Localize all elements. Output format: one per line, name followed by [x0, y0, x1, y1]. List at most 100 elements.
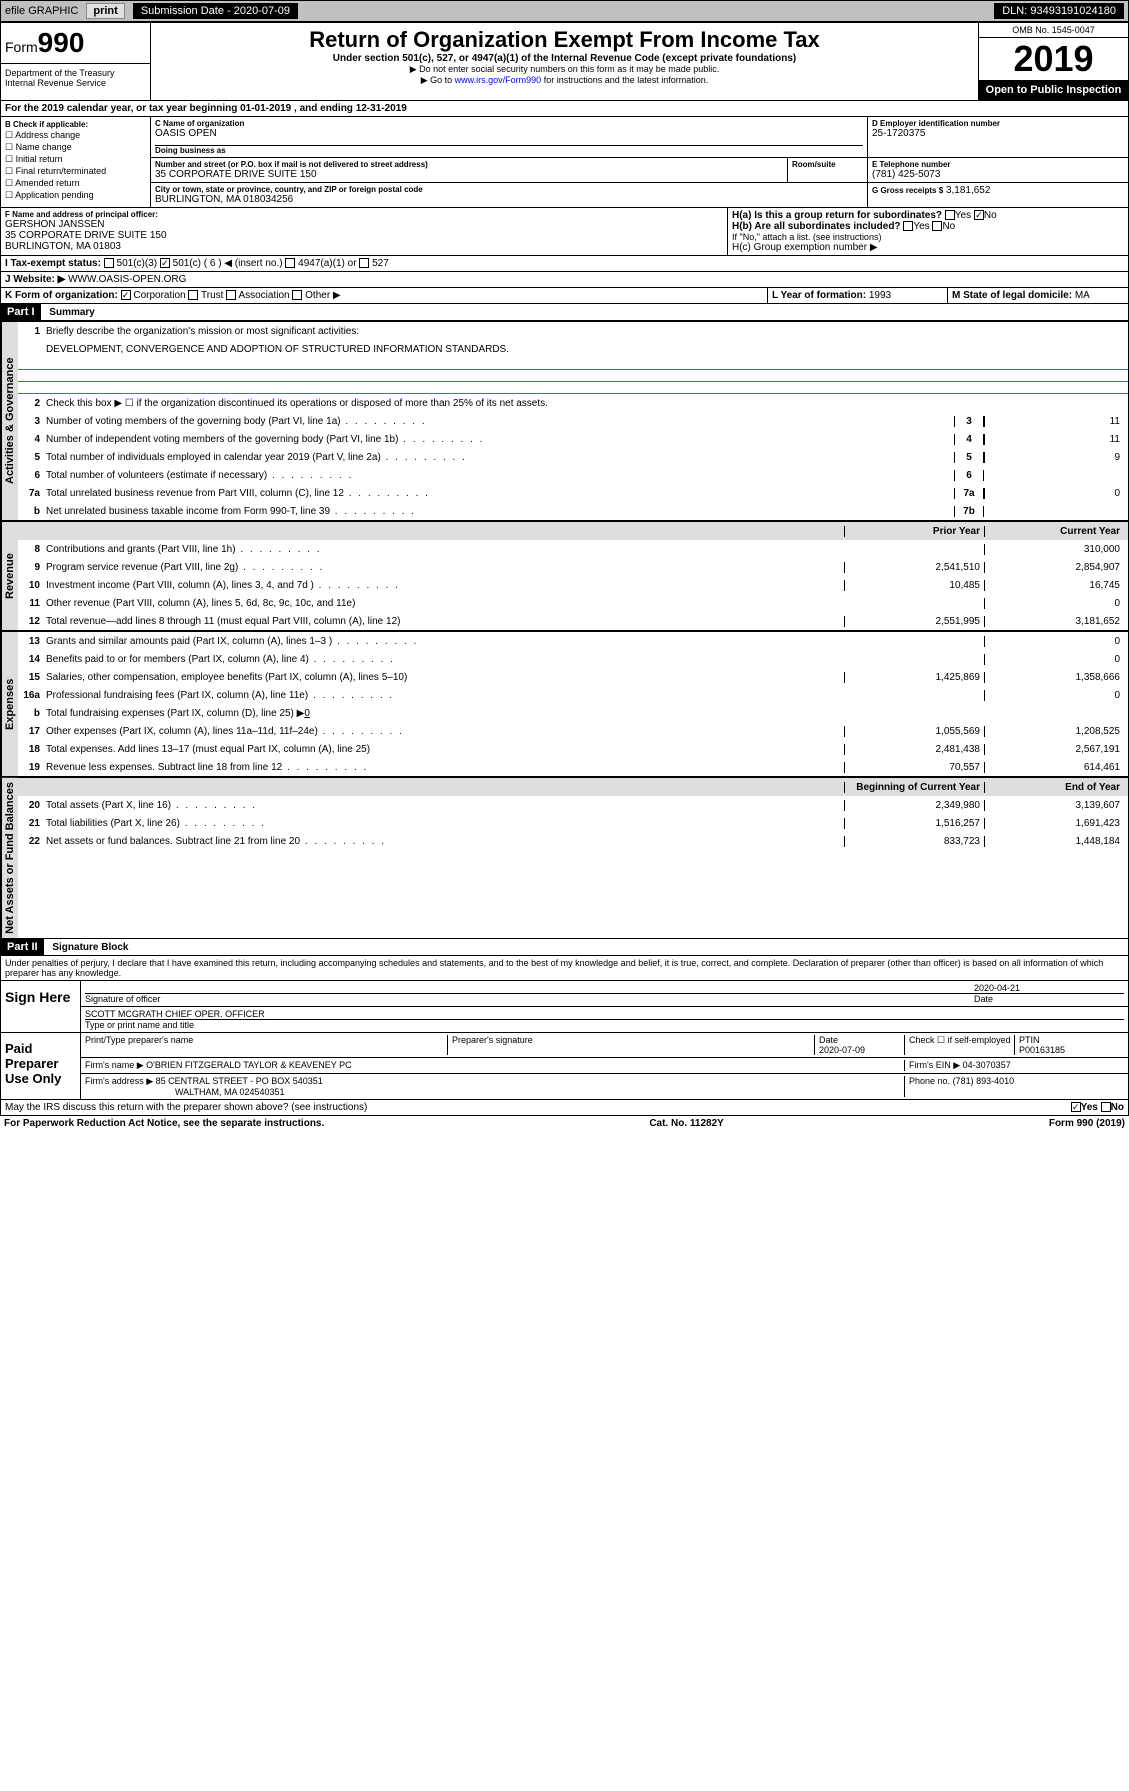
- ptin-value: P00163185: [1019, 1045, 1124, 1055]
- firm-name-label: Firm's name ▶: [85, 1060, 144, 1070]
- current-year-hdr: Current Year: [984, 526, 1124, 537]
- l12-curr: 3,181,652: [984, 616, 1124, 627]
- l17-curr: 1,208,525: [984, 726, 1124, 737]
- footer-right: Form 990 (2019): [1049, 1118, 1125, 1129]
- l15-text: Salaries, other compensation, employee b…: [46, 672, 844, 683]
- l22-curr: 1,448,184: [984, 836, 1124, 847]
- firm-name: O'BRIEN FITZGERALD TAYLOR & KEAVENEY PC: [146, 1060, 351, 1070]
- tax-period: For the 2019 calendar year, or tax year …: [1, 101, 1128, 116]
- firm-addr-label: Firm's address ▶: [85, 1076, 153, 1086]
- omb-number: OMB No. 1545-0047: [979, 23, 1128, 38]
- public-inspection-badge: Open to Public Inspection: [979, 80, 1128, 100]
- org-name: OASIS OPEN: [155, 128, 863, 139]
- self-employed-check: Check ☐ if self-employed: [904, 1035, 1014, 1055]
- l22-prior: 833,723: [844, 836, 984, 847]
- l14-curr: 0: [984, 654, 1124, 665]
- l12-prior: 2,551,995: [844, 616, 984, 627]
- year-formation: L Year of formation: 1993: [768, 288, 948, 303]
- discuss-yesno: ✓Yes No: [1071, 1102, 1124, 1113]
- l17-text: Other expenses (Part IX, column (A), lin…: [46, 726, 844, 737]
- netassets-label: Net Assets or Fund Balances: [1, 778, 18, 938]
- l19-curr: 614,461: [984, 762, 1124, 773]
- l10-text: Investment income (Part VIII, column (A)…: [46, 580, 844, 591]
- firm-ein-label: Firm's EIN ▶: [909, 1060, 960, 1070]
- lb-text: Total fundraising expenses (Part IX, col…: [46, 708, 844, 719]
- part1-header: Part I: [1, 304, 41, 320]
- sign-date: 2020-04-21: [974, 983, 1124, 993]
- printed-name-label: Type or print name and title: [85, 1019, 1124, 1030]
- l4-val: 11: [984, 434, 1124, 445]
- l5-text: Total number of individuals employed in …: [46, 452, 954, 463]
- website-value: WWW.OASIS-OPEN.ORG: [68, 274, 186, 285]
- firm-phone: (781) 893-4010: [953, 1076, 1015, 1086]
- top-toolbar: efile GRAPHIC print Submission Date - 20…: [0, 0, 1129, 22]
- state-domicile: M State of legal domicile: MA: [948, 288, 1128, 303]
- city-label: City or town, state or province, country…: [155, 185, 863, 194]
- l7a-text: Total unrelated business revenue from Pa…: [46, 488, 954, 499]
- l19-prior: 70,557: [844, 762, 984, 773]
- l22-text: Net assets or fund balances. Subtract li…: [46, 836, 844, 847]
- officer-addr1: 35 CORPORATE DRIVE SUITE 150: [5, 230, 723, 241]
- officer-printed-name: SCOTT MCGRATH CHIEF OPER. OFFICER: [85, 1009, 1124, 1019]
- l11-curr: 0: [984, 598, 1124, 609]
- city-value: BURLINGTON, MA 018034256: [155, 194, 863, 205]
- revenue-label: Revenue: [1, 522, 18, 630]
- l1-value: DEVELOPMENT, CONVERGENCE AND ADOPTION OF…: [46, 344, 1124, 355]
- form-title: Return of Organization Exempt From Incom…: [155, 27, 974, 53]
- officer-addr2: BURLINGTON, MA 01803: [5, 241, 723, 252]
- dept-label: Department of the Treasury Internal Reve…: [1, 63, 150, 92]
- l16a-curr: 0: [984, 690, 1124, 701]
- l12-text: Total revenue—add lines 8 through 11 (mu…: [46, 616, 844, 627]
- ptin-label: PTIN: [1019, 1035, 1124, 1045]
- l14-text: Benefits paid to or for members (Part IX…: [46, 654, 844, 665]
- org-name-label: C Name of organization: [155, 119, 863, 128]
- part2-header: Part II: [1, 939, 44, 955]
- l7a-val: 0: [984, 488, 1124, 499]
- l8-curr: 310,000: [984, 544, 1124, 555]
- l3-val: 11: [984, 416, 1124, 427]
- governance-label: Activities & Governance: [1, 322, 18, 520]
- l18-text: Total expenses. Add lines 13–17 (must eq…: [46, 744, 844, 755]
- paid-preparer-label: Paid Preparer Use Only: [1, 1033, 81, 1099]
- street-label: Number and street (or P.O. box if mail i…: [155, 160, 783, 169]
- l15-prior: 1,425,869: [844, 672, 984, 683]
- gross-label: G Gross receipts $: [872, 186, 943, 195]
- print-button[interactable]: print: [86, 3, 124, 19]
- irs-link[interactable]: www.irs.gov/Form990: [455, 75, 542, 85]
- l2-text: Check this box ▶ ☐ if the organization d…: [46, 398, 1124, 409]
- goto-note: ▶ Go to www.irs.gov/Form990 for instruct…: [155, 75, 974, 86]
- phone-value: (781) 425-5073: [872, 169, 1124, 180]
- ein-label: D Employer identification number: [872, 119, 1124, 128]
- l20-curr: 3,139,607: [984, 800, 1124, 811]
- l3-text: Number of voting members of the governin…: [46, 416, 954, 427]
- l19-text: Revenue less expenses. Subtract line 18 …: [46, 762, 844, 773]
- officer-sig-label: Signature of officer: [85, 993, 974, 1004]
- l21-prior: 1,516,257: [844, 818, 984, 829]
- firm-addr2: WALTHAM, MA 024540351: [175, 1087, 285, 1097]
- l20-prior: 2,349,980: [844, 800, 984, 811]
- part1-title: Summary: [43, 305, 101, 320]
- preparer-sig-label: Preparer's signature: [447, 1035, 814, 1055]
- officer-label: F Name and address of principal officer:: [5, 210, 723, 219]
- l5-val: 9: [984, 452, 1124, 463]
- prep-date-label: Date: [819, 1035, 904, 1045]
- l1-text: Briefly describe the organization's miss…: [46, 326, 1124, 337]
- beg-year-hdr: Beginning of Current Year: [844, 782, 984, 793]
- l4-text: Number of independent voting members of …: [46, 434, 954, 445]
- room-label: Room/suite: [792, 160, 863, 169]
- officer-block: F Name and address of principal officer:…: [0, 208, 1129, 256]
- website-row: J Website: ▶ WWW.OASIS-OPEN.ORG: [1, 272, 1128, 287]
- form-of-org: K Form of organization: ✓ Corporation Tr…: [1, 288, 768, 303]
- l13-curr: 0: [984, 636, 1124, 647]
- footer-left: For Paperwork Reduction Act Notice, see …: [4, 1118, 324, 1129]
- sign-here-label: Sign Here: [1, 981, 81, 1032]
- l15-curr: 1,358,666: [984, 672, 1124, 683]
- l21-text: Total liabilities (Part X, line 26): [46, 818, 844, 829]
- prior-year-hdr: Prior Year: [844, 526, 984, 537]
- l18-curr: 2,567,191: [984, 744, 1124, 755]
- firm-phone-label: Phone no.: [909, 1076, 950, 1086]
- officer-name: GERSHON JANSSEN: [5, 219, 723, 230]
- tax-exempt-status: I Tax-exempt status: 501(c)(3) ✓ 501(c) …: [1, 256, 1128, 271]
- part2-title: Signature Block: [46, 940, 134, 955]
- firm-ein: 04-3070357: [963, 1060, 1011, 1070]
